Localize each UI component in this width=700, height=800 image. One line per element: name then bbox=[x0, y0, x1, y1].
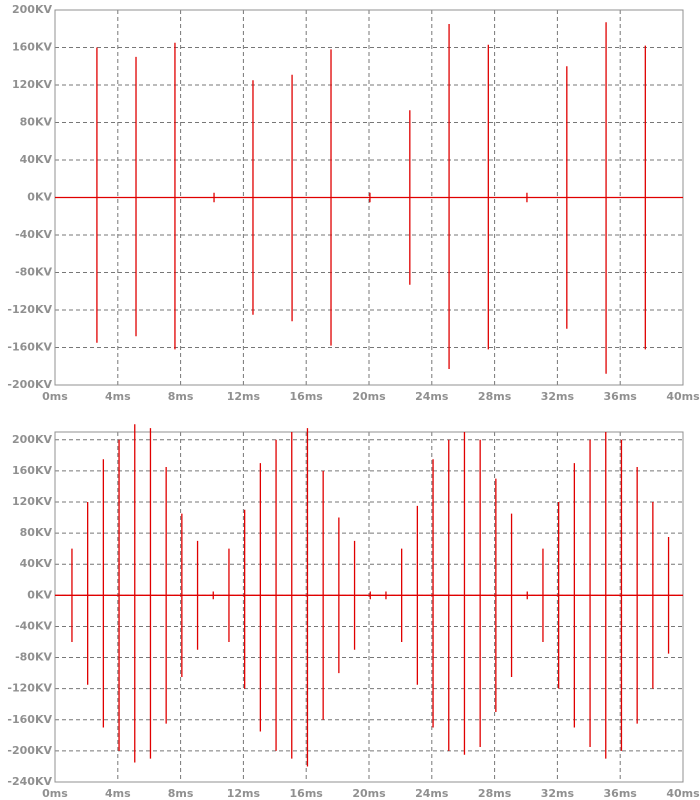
x-tick-label: 40ms bbox=[666, 390, 700, 403]
y-tick-label: 0KV bbox=[27, 191, 52, 204]
plot-frame bbox=[54, 431, 684, 783]
x-tick-label: 24ms bbox=[415, 787, 449, 800]
x-tick-label: 24ms bbox=[415, 390, 449, 403]
x-tick-label: 40ms bbox=[666, 787, 700, 800]
y-tick-label: -40KV bbox=[15, 619, 52, 632]
x-tick-label: 20ms bbox=[352, 787, 386, 800]
y-tick-label: 80KV bbox=[20, 116, 53, 129]
x-tick-label: 32ms bbox=[541, 390, 575, 403]
y-tick-label: -40KV bbox=[15, 228, 52, 241]
y-tick-label: 120KV bbox=[12, 78, 52, 91]
x-tick-label: 36ms bbox=[604, 787, 638, 800]
y-tick-label: -120KV bbox=[7, 682, 52, 695]
y-tick-label: -80KV bbox=[15, 651, 52, 664]
y-tick-label: -160KV bbox=[7, 341, 52, 354]
y-tick-label: -160KV bbox=[7, 713, 52, 726]
y-tick-label: 200KV bbox=[12, 3, 52, 16]
x-tick-label: 8ms bbox=[168, 787, 194, 800]
x-tick-label: 4ms bbox=[105, 787, 131, 800]
x-tick-label: 20ms bbox=[352, 390, 386, 403]
y-tick-label: 80KV bbox=[20, 526, 53, 539]
x-tick-label: 8ms bbox=[168, 390, 194, 403]
y-tick-label: -200KV bbox=[7, 744, 52, 757]
waveform bbox=[55, 424, 683, 767]
x-tick-label: 0ms bbox=[42, 390, 68, 403]
x-tick-label: 28ms bbox=[478, 787, 512, 800]
x-tick-label: 28ms bbox=[478, 390, 512, 403]
x-tick-label: 12ms bbox=[227, 787, 261, 800]
y-tick-label: 40KV bbox=[20, 557, 53, 570]
x-tick-label: 16ms bbox=[290, 390, 324, 403]
waveform bbox=[55, 22, 683, 374]
x-tick-label: 12ms bbox=[227, 390, 261, 403]
x-tick-label: 16ms bbox=[290, 787, 324, 800]
x-tick-label: 0ms bbox=[42, 787, 68, 800]
y-tick-label: 0KV bbox=[27, 588, 52, 601]
y-tick-label: -80KV bbox=[15, 266, 52, 279]
y-tick-label: 160KV bbox=[12, 41, 52, 54]
y-tick-label: 160KV bbox=[12, 464, 52, 477]
x-tick-label: 4ms bbox=[105, 390, 131, 403]
y-tick-label: 200KV bbox=[12, 433, 52, 446]
x-tick-label: 36ms bbox=[604, 390, 638, 403]
y-tick-label: -240KV bbox=[7, 775, 52, 788]
y-tick-label: -120KV bbox=[7, 303, 52, 316]
y-tick-label: -200KV bbox=[7, 378, 52, 391]
y-tick-label: 120KV bbox=[12, 495, 52, 508]
y-tick-label: 40KV bbox=[20, 153, 53, 166]
x-tick-label: 32ms bbox=[541, 787, 575, 800]
